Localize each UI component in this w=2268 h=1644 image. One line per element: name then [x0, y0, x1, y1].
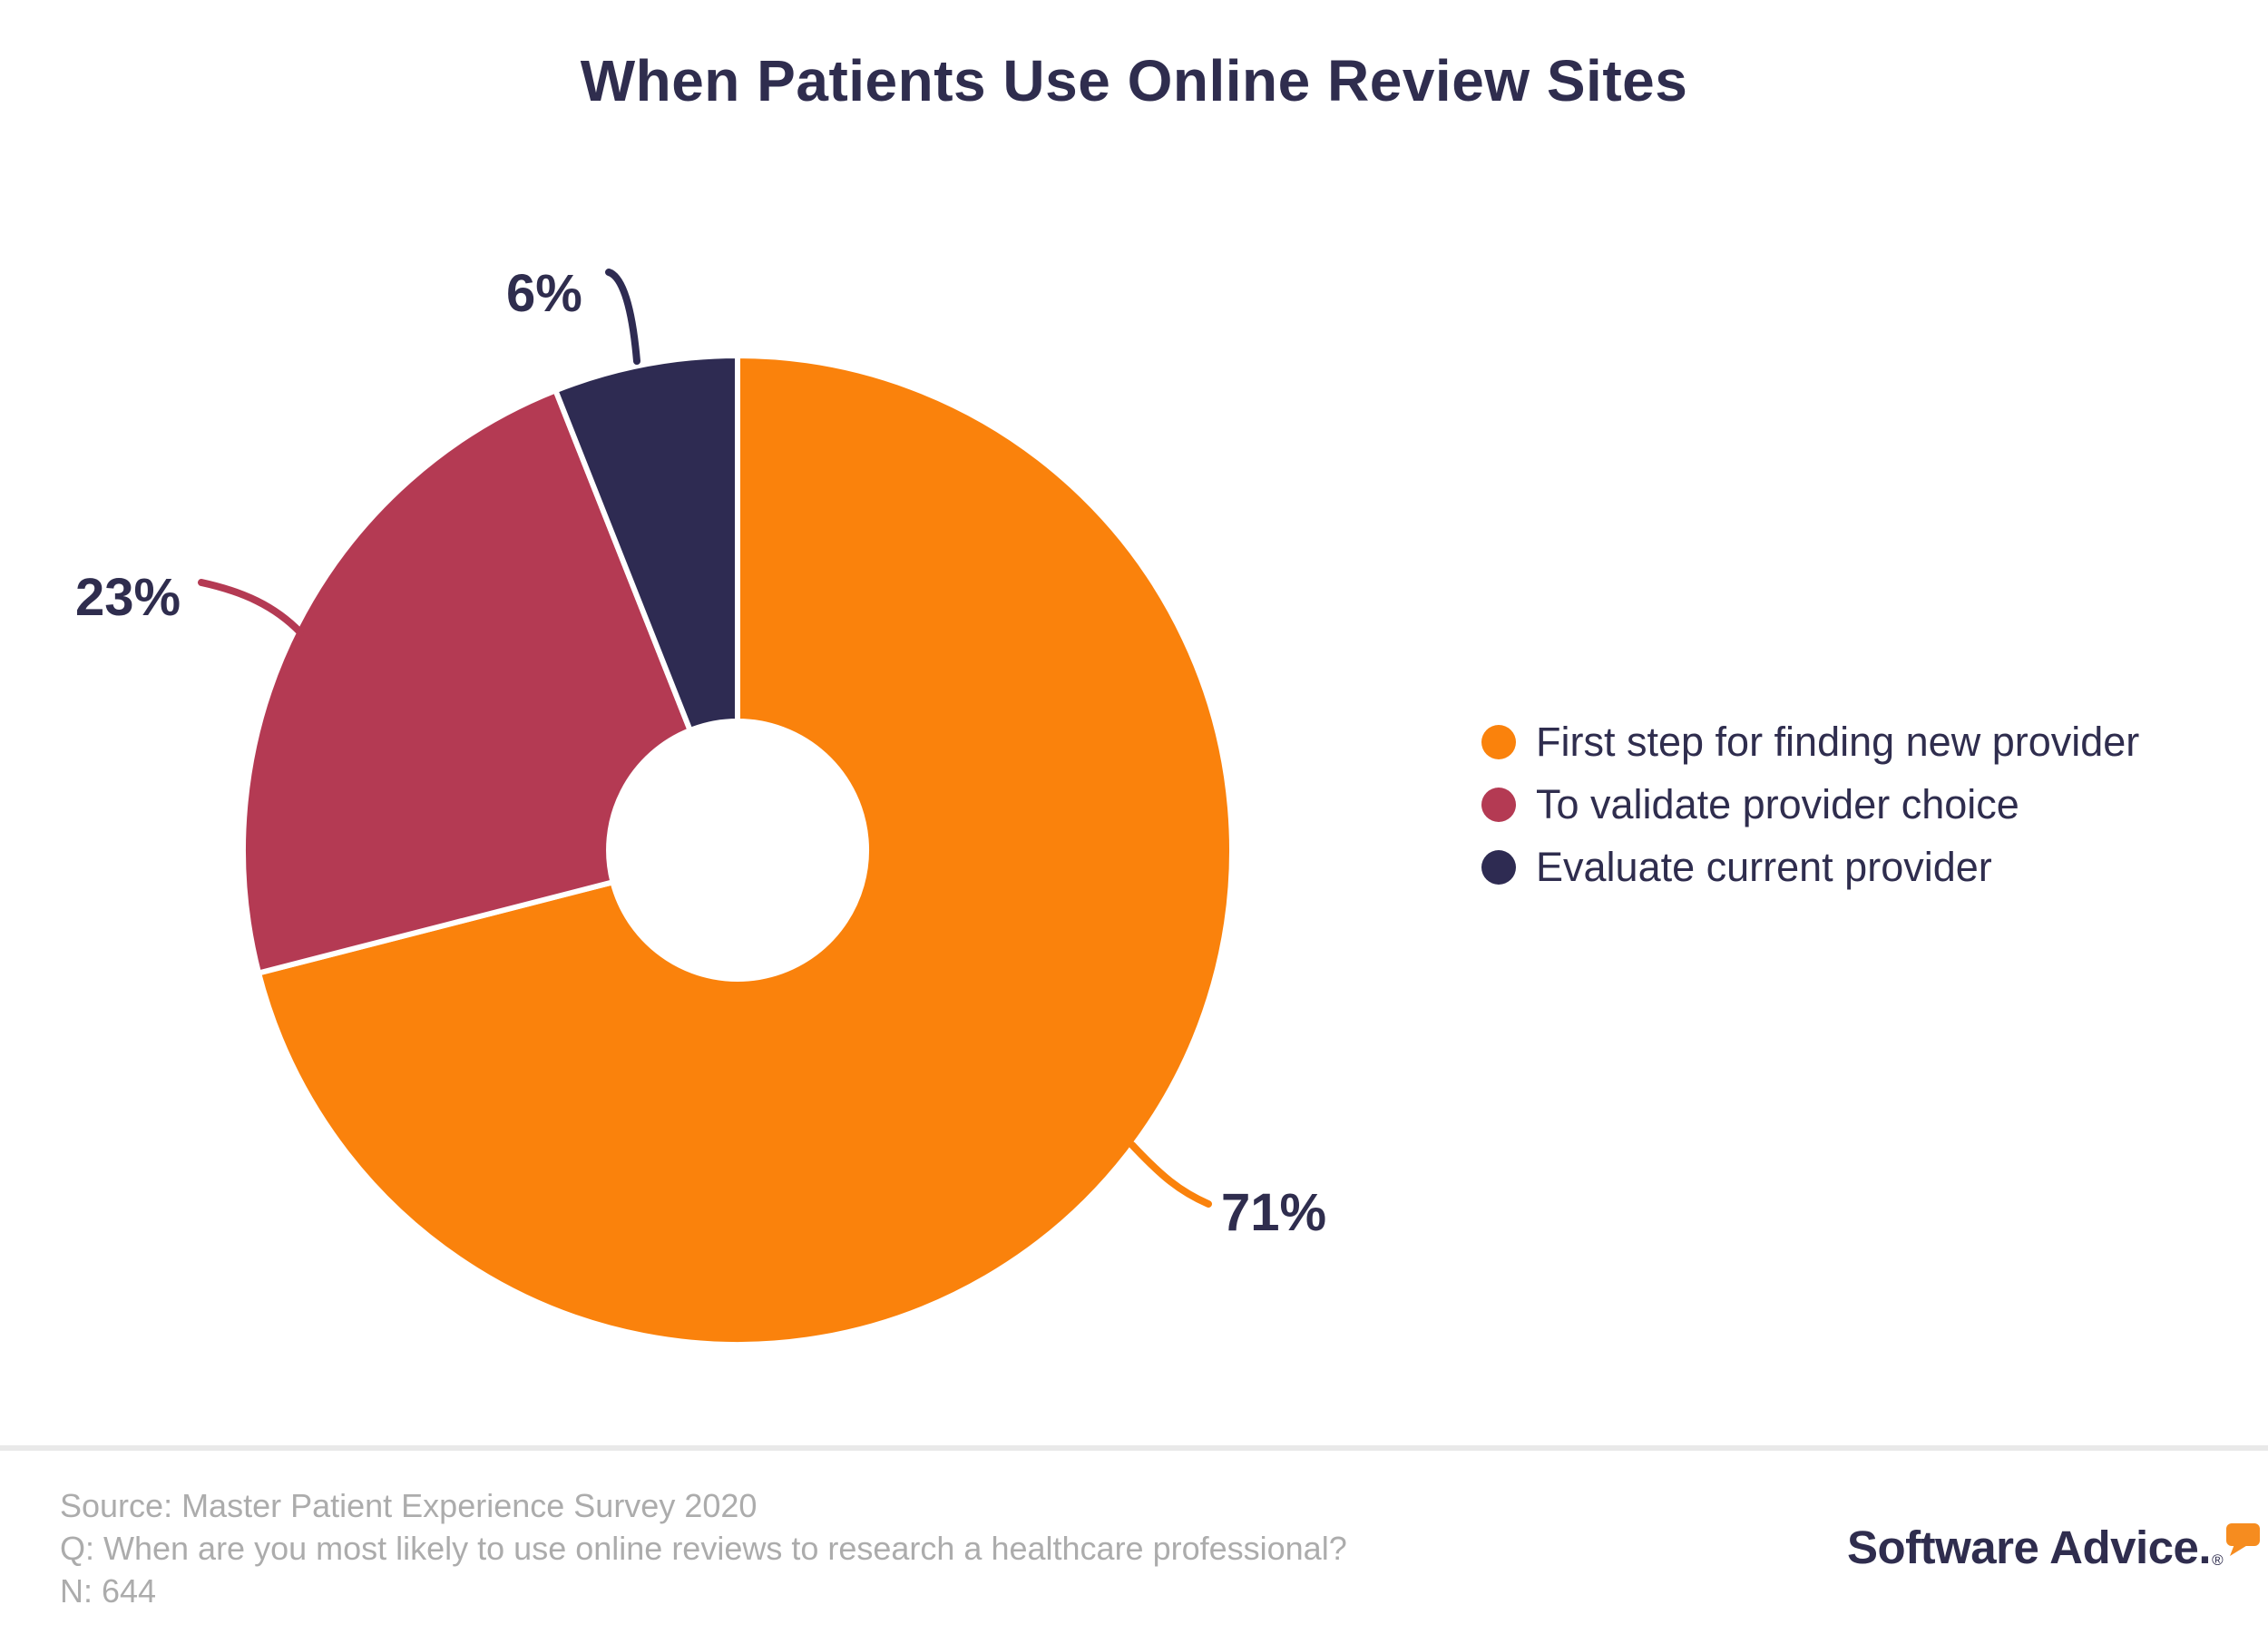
leader-line-23	[198, 579, 304, 636]
legend-item-validate: To validate provider choice	[1481, 781, 2139, 827]
software-advice-logo: Software Advice. ®	[1847, 1522, 2262, 1573]
leader-line-71	[1129, 1141, 1212, 1208]
slice-value-label-23: 23%	[75, 568, 181, 627]
chart-title: When Patients Use Online Review Sites	[580, 48, 1688, 113]
legend-dot-navy-icon	[1481, 850, 1516, 885]
legend-item-first-step: First step for finding new provider	[1481, 719, 2140, 765]
donut-slices	[240, 353, 1235, 1347]
footer-source: Source: Master Patient Experience Survey…	[60, 1487, 758, 1524]
slice-value-label-6: 6%	[506, 264, 582, 323]
pie-slice-evaluate-current-provider	[552, 353, 740, 733]
registered-trademark-symbol: ®	[2212, 1551, 2224, 1569]
legend: First step for finding new provider To v…	[1481, 719, 2140, 890]
legend-dot-crimson-icon	[1481, 788, 1516, 822]
footer-question: Q: When are you most likely to use onlin…	[60, 1530, 1347, 1567]
footer-sample-size: N: 644	[60, 1572, 157, 1610]
slice-value-label-71: 71%	[1221, 1183, 1327, 1242]
legend-label-first-step: First step for finding new provider	[1536, 719, 2140, 765]
pie-slice-to-validate-provider-choice	[240, 387, 693, 976]
pie-slice-first-step-for-finding-new-provider	[256, 353, 1235, 1347]
footer-divider	[0, 1445, 2268, 1451]
legend-label-validate: To validate provider choice	[1536, 781, 2019, 827]
leader-line-6	[605, 269, 640, 365]
footer-notes: Source: Master Patient Experience Survey…	[60, 1484, 1347, 1612]
legend-item-evaluate: Evaluate current provider	[1481, 844, 2139, 890]
logo-wordmark: Software Advice.	[1847, 1522, 2212, 1573]
speech-bubble-icon	[2225, 1523, 2260, 1556]
legend-dot-orange-icon	[1481, 725, 1516, 759]
legend-label-evaluate: Evaluate current provider	[1536, 844, 1992, 890]
